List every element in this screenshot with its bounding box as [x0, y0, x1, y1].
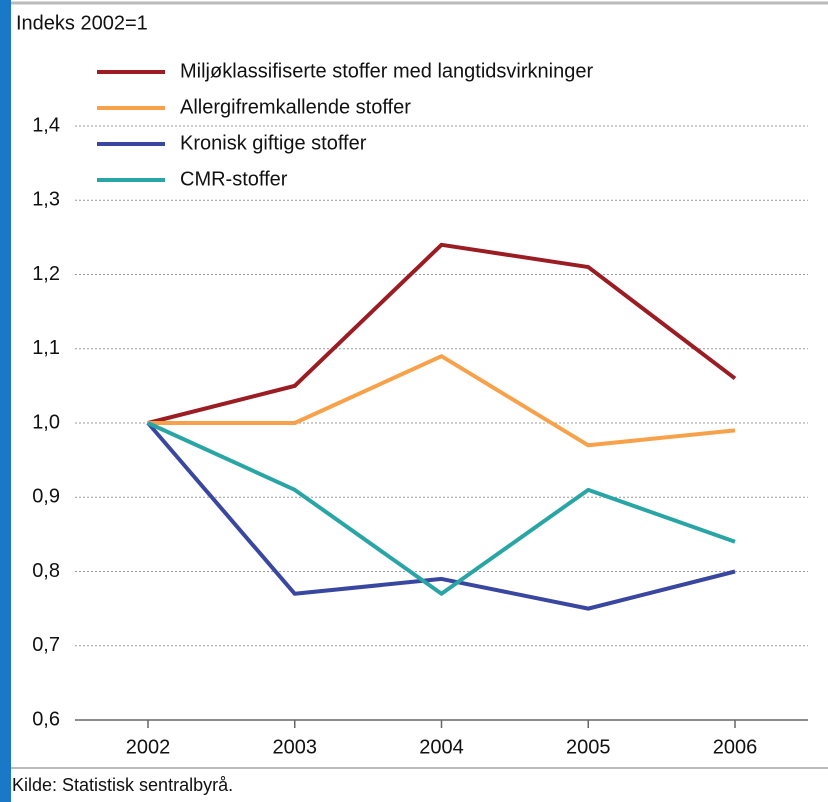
y-tick-label: 1,1	[32, 337, 60, 359]
side-strip	[0, 0, 11, 802]
legend-label: Allergifremkallende stoffer	[180, 96, 411, 118]
y-tick-label: 0,8	[32, 560, 60, 582]
series-line	[147, 242, 737, 425]
y-tick-label: 0,6	[32, 708, 60, 730]
source: Kilde: Statistisk sentralbyrå.	[12, 775, 233, 795]
series-line	[148, 354, 736, 448]
y-axis-label: Indeks 2002=1	[16, 12, 148, 34]
legend-label: Kronisk giftige stoffer	[180, 132, 367, 154]
series-line	[147, 421, 736, 596]
y-tick-label: 0,9	[32, 486, 60, 508]
legend-label: Miljøklassifiserte stoffer med langtidsv…	[180, 60, 593, 82]
x-tick-label: 2002	[126, 736, 171, 758]
legend-label: CMR-stoffer	[180, 168, 288, 190]
x-tick-label: 2004	[419, 736, 464, 758]
x-tick-label: 2006	[713, 736, 758, 758]
y-tick-label: 1,3	[32, 189, 60, 211]
y-tick-label: 1,2	[32, 263, 60, 285]
series-line	[146, 421, 736, 611]
y-tick-label: 1,4	[32, 114, 60, 136]
x-tick-label: 2005	[566, 736, 611, 758]
x-tick-label: 2003	[273, 736, 318, 758]
y-tick-label: 0,7	[32, 634, 60, 656]
y-tick-label: 1,0	[32, 411, 60, 433]
